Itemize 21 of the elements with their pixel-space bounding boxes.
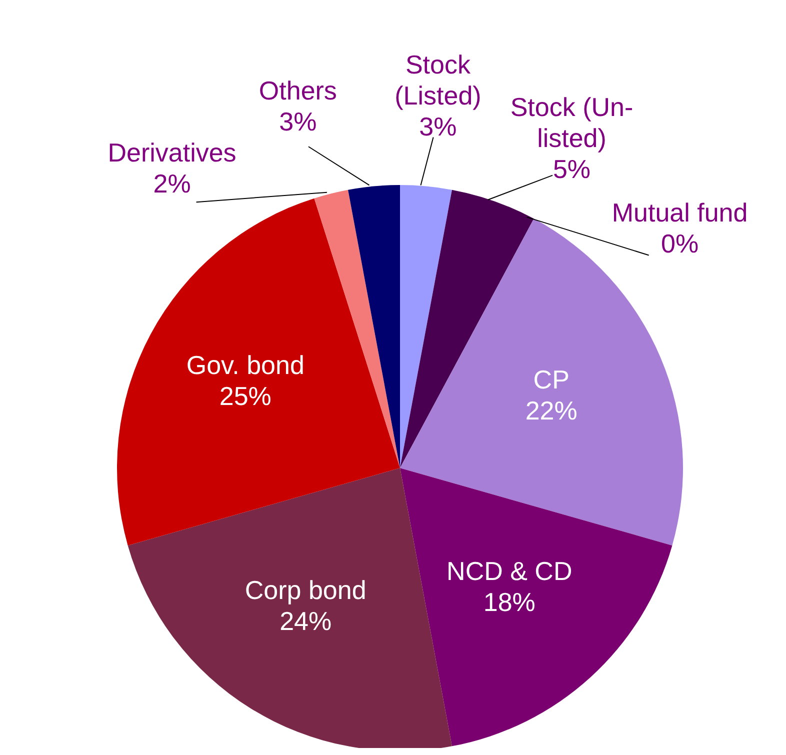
- slice-label: Stock (Listed): [394, 49, 482, 110]
- data-label: 24%: [280, 606, 332, 636]
- data-label: 3%: [419, 111, 457, 142]
- data-label: 3%: [279, 106, 317, 136]
- data-label: 2%: [153, 168, 191, 199]
- pie-slice: [348, 185, 400, 468]
- data-label: 18%: [483, 586, 536, 617]
- slice-label: Gov. bond: [186, 350, 304, 380]
- slice-label: NCD & CD: [446, 556, 572, 586]
- text: 0%: [661, 228, 699, 258]
- data-label: 22%: [525, 395, 578, 426]
- slice-label: Stock (Un-listed): [510, 92, 634, 154]
- slice-label: Others: [258, 75, 337, 106]
- data-label: 25%: [219, 381, 272, 412]
- slice-label: Corp bond: [244, 574, 366, 605]
- slice-label: Derivatives: [108, 138, 236, 168]
- pie-slice: [314, 190, 400, 468]
- slice-label: CP: [533, 364, 570, 394]
- category-label: Mutual fund: [612, 197, 748, 228]
- pie-slice: [400, 185, 452, 468]
- data-label: 5%: [552, 154, 591, 184]
